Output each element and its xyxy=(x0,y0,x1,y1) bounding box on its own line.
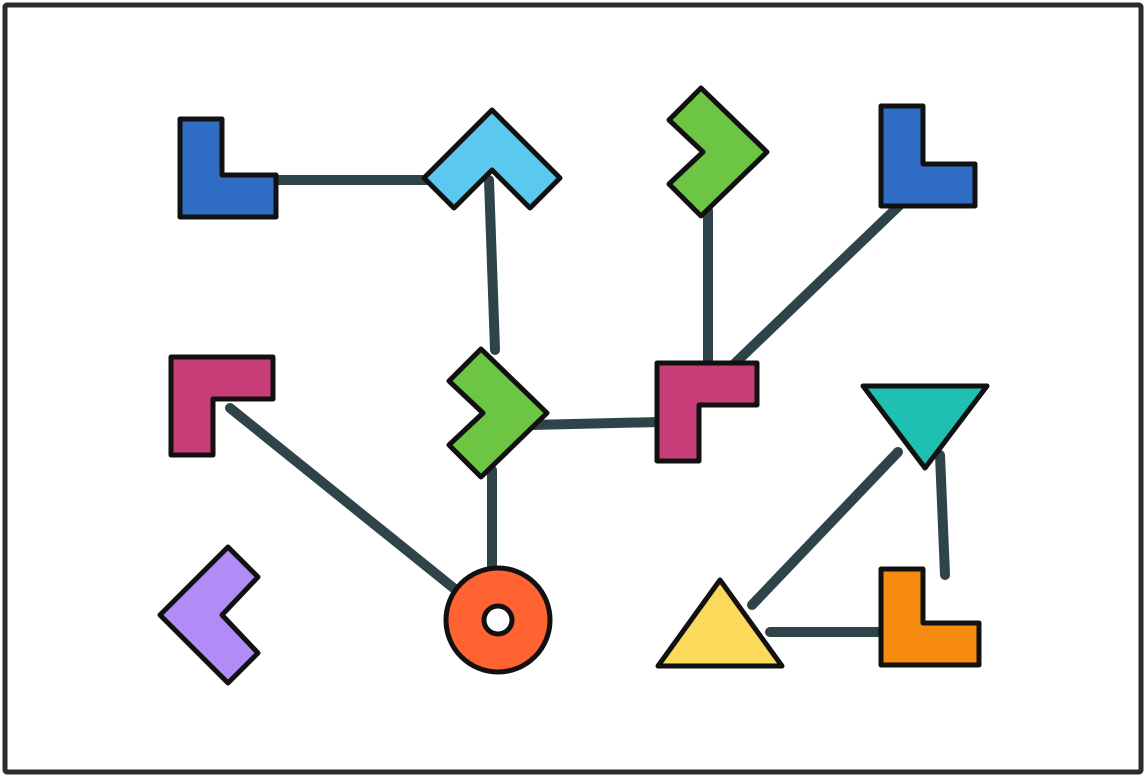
node-light-blue-chevron xyxy=(421,107,563,211)
node-teal-triangle xyxy=(860,383,990,471)
orange-l-shape xyxy=(878,566,982,668)
node-pink-corner-left xyxy=(168,354,276,458)
node-green-chevron-middle xyxy=(446,346,550,480)
node-blue-l-left xyxy=(177,116,279,220)
light-blue-chevron-shape xyxy=(421,107,563,211)
green-chevron-middle-shape xyxy=(446,346,550,480)
node-orange-l xyxy=(878,566,982,668)
nodes-layer xyxy=(157,85,990,686)
purple-chevron-shape xyxy=(157,544,261,686)
node-pink-corner-middle xyxy=(654,360,760,464)
node-purple-chevron xyxy=(157,544,261,686)
edge-green-chevron-middle-to-pink-corner-middle xyxy=(525,417,665,430)
edge-pink-corner-left-to-orange-ring xyxy=(225,403,461,595)
node-orange-ring xyxy=(443,565,553,675)
edge-teal-triangle-to-orange-l xyxy=(935,450,950,580)
node-blue-l-right xyxy=(878,103,978,209)
node-yellow-triangle xyxy=(655,577,785,669)
edge-teal-triangle-to-yellow-triangle xyxy=(747,447,903,610)
yellow-triangle-shape xyxy=(655,577,785,669)
pink-corner-middle-shape xyxy=(654,360,760,464)
node-green-chevron-top xyxy=(666,85,770,219)
blue-l-right-shape xyxy=(878,103,978,209)
pink-corner-left-shape xyxy=(168,354,276,458)
edge-blue-l-right-to-pink-corner-middle xyxy=(725,195,910,373)
green-chevron-top-shape xyxy=(666,85,770,219)
orange-ring-hole xyxy=(481,603,515,637)
edges-layer xyxy=(225,175,950,637)
blue-l-left-shape xyxy=(177,116,279,220)
edge-light-blue-chevron-to-green-chevron-middle xyxy=(484,175,500,355)
teal-triangle-shape xyxy=(860,383,990,471)
